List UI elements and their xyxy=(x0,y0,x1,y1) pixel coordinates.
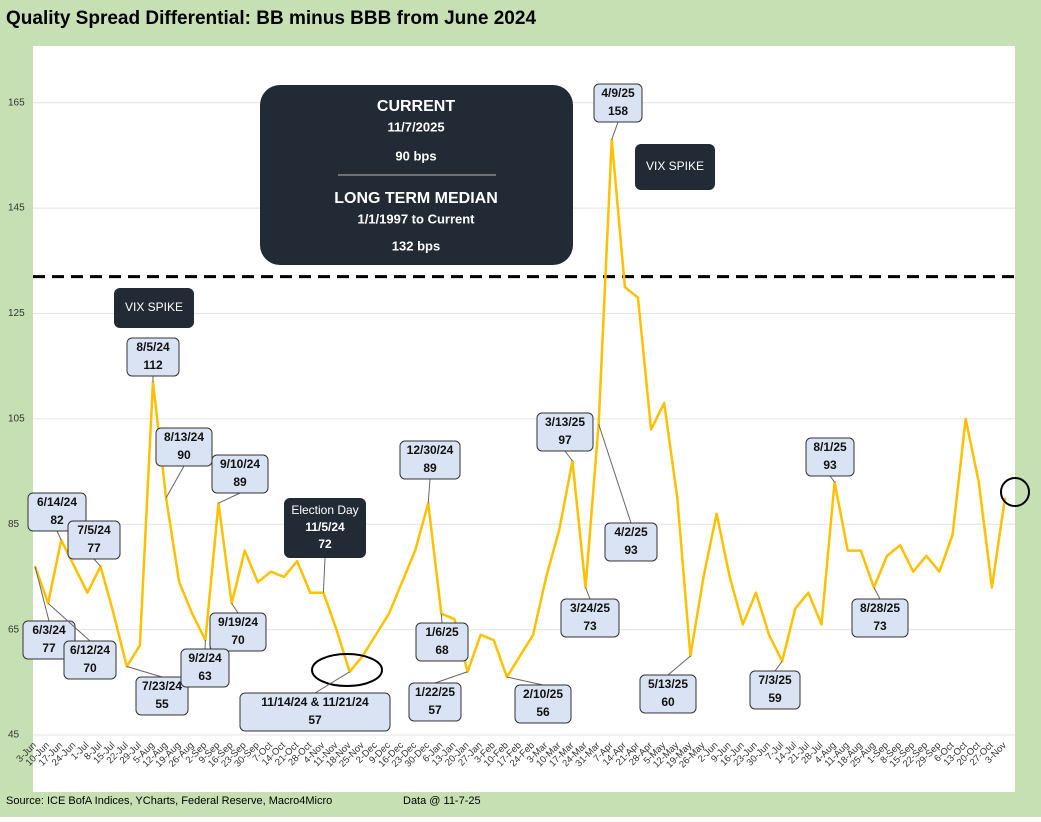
callout-date: 6/14/24 xyxy=(37,495,77,509)
info-text: 11/7/2025 xyxy=(387,119,444,134)
callout-date: 6/3/24 xyxy=(32,623,66,637)
leader-line xyxy=(441,614,442,623)
callout-date: 7/3/25 xyxy=(758,673,792,687)
callout-value: 60 xyxy=(661,695,675,709)
callout-date: 1/6/25 xyxy=(425,625,459,639)
callout-date: 8/28/25 xyxy=(860,601,900,615)
election-text: Election Day xyxy=(291,503,358,517)
callout-date: 7/23/24 xyxy=(142,679,182,693)
callout-date: 9/10/24 xyxy=(220,457,260,471)
callout-value: 70 xyxy=(83,661,97,675)
callout-value: 73 xyxy=(583,619,597,633)
callout-date: 9/19/24 xyxy=(218,615,258,629)
callout-value: 93 xyxy=(823,458,837,472)
callout-value: 63 xyxy=(198,669,212,683)
callout-date: 4/9/25 xyxy=(601,86,635,100)
callout-date: 12/30/24 xyxy=(407,443,454,457)
callout-value: 70 xyxy=(231,633,245,647)
y-tick-label: 85 xyxy=(8,519,20,530)
callout-date: 9/2/24 xyxy=(188,651,222,665)
callout-value: 93 xyxy=(624,543,638,557)
callout-value: 57 xyxy=(428,703,442,717)
callout-value: 73 xyxy=(873,619,887,633)
info-text: 1/1/1997 to Current xyxy=(357,211,475,226)
info-text: CURRENT xyxy=(377,98,455,115)
callout-date: 8/1/25 xyxy=(813,440,847,454)
vix-label: VIX SPIKE xyxy=(646,159,704,173)
callout-date: 3/13/25 xyxy=(545,415,585,429)
callout-value: 82 xyxy=(50,513,64,527)
election-text: 72 xyxy=(318,537,332,551)
callout-value: 55 xyxy=(155,697,169,711)
callout-value: 90 xyxy=(177,448,191,462)
callout-date: 4/2/25 xyxy=(614,525,648,539)
y-tick-label: 105 xyxy=(8,413,25,424)
info-text: 132 bps xyxy=(392,238,440,253)
callout-date: 3/24/25 xyxy=(570,601,610,615)
y-tick-label: 65 xyxy=(8,624,20,635)
callout-date: 2/10/25 xyxy=(523,687,563,701)
callout-date: 7/5/24 xyxy=(77,523,111,537)
callout-value: 89 xyxy=(423,461,437,475)
chart-title: Quality Spread Differential: BB minus BB… xyxy=(6,8,536,29)
callout-date: 8/13/24 xyxy=(164,430,204,444)
data-note: Data @ 11-7-25 xyxy=(403,795,481,807)
callout-value: 112 xyxy=(143,358,163,372)
callout-value: 89 xyxy=(233,475,247,489)
callout-value: 57 xyxy=(308,713,322,727)
election-text: 11/5/24 xyxy=(305,520,345,534)
vix-label: VIX SPIKE xyxy=(125,300,183,314)
callout-value: 56 xyxy=(536,705,550,719)
info-text: 90 bps xyxy=(395,148,436,163)
callout-value: 97 xyxy=(558,433,572,447)
callout-date: 1/22/25 xyxy=(415,685,455,699)
callout-value: 77 xyxy=(87,541,101,555)
y-tick-label: 165 xyxy=(8,97,25,108)
callout-date: 5/13/25 xyxy=(648,677,688,691)
callout-value: 158 xyxy=(608,104,628,118)
y-tick-label: 145 xyxy=(8,203,25,214)
info-text: LONG TERM MEDIAN xyxy=(334,190,498,207)
callout-date: 8/5/24 xyxy=(136,340,170,354)
callout-date: 11/14/24 & 11/21/24 xyxy=(261,695,369,709)
y-tick-label: 45 xyxy=(8,730,20,741)
callout-value: 77 xyxy=(42,641,56,655)
callout-value: 68 xyxy=(435,643,449,657)
callout-value: 59 xyxy=(768,691,782,705)
source-note: Source: ICE BofA Indices, YCharts, Feder… xyxy=(6,795,332,807)
y-tick-label: 125 xyxy=(8,308,25,319)
callout-date: 6/12/24 xyxy=(70,643,110,657)
